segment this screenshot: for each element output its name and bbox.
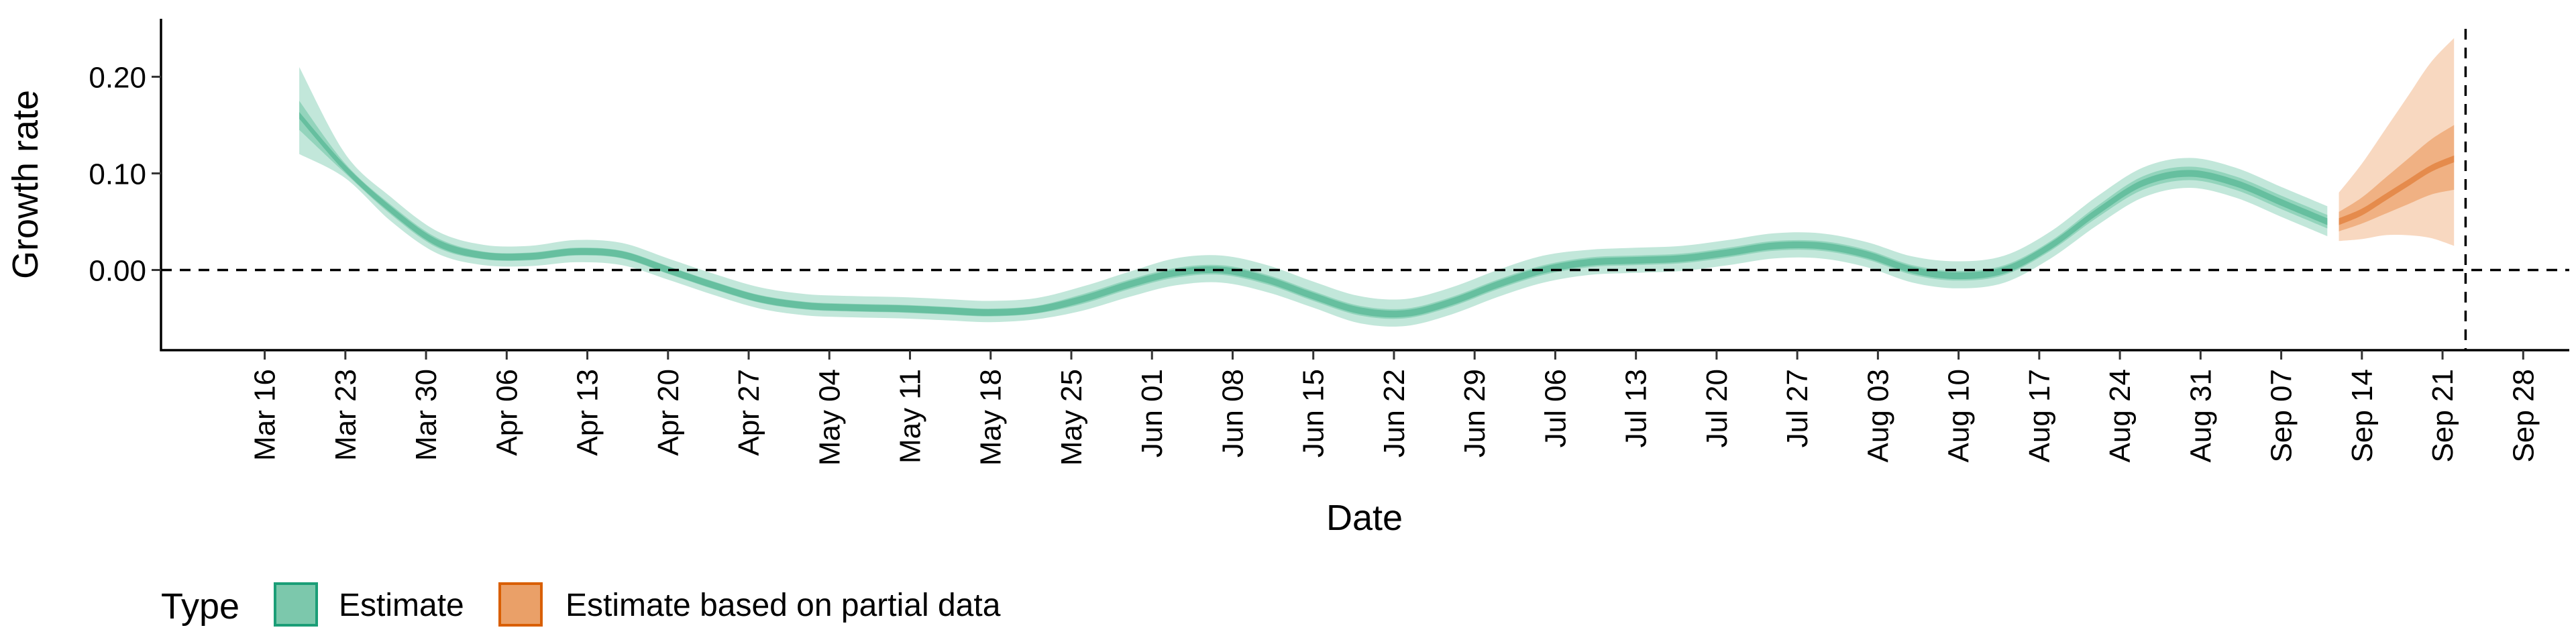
x-tick-label: Jul 20 <box>1701 369 1733 447</box>
x-tick-label: Mar 16 <box>249 369 282 461</box>
series-partial <box>2339 38 2455 246</box>
legend-key-estimate <box>274 582 318 627</box>
axes: 0.00 0.10 0.20 Mar 16 Mar 23 Mar 30 Apr 06 Apr … <box>89 19 2569 466</box>
legend-key-partial <box>498 582 543 627</box>
legend-label-estimate: Estimate <box>339 588 464 623</box>
legend-title: Type <box>161 586 239 627</box>
x-tick-label: Apr 13 <box>572 369 604 456</box>
x-tick-label: Jun 22 <box>1378 369 1411 458</box>
x-tick-label: Sep 07 <box>2265 369 2298 462</box>
x-tick-label: Sep 21 <box>2426 369 2459 462</box>
x-tick-label: Apr 27 <box>733 369 765 456</box>
x-tick-label: Jun 08 <box>1217 369 1250 458</box>
x-tick-label: Jul 13 <box>1620 369 1653 447</box>
x-tick-label: Jul 27 <box>1781 369 1814 447</box>
x-tick-label: Sep 14 <box>2346 369 2379 462</box>
y-tick-label: 0.10 <box>89 158 146 191</box>
x-tick-label: Mar 23 <box>329 369 362 461</box>
x-tick-label: Jun 15 <box>1297 369 1330 458</box>
y-tick-label: 0.00 <box>89 254 146 287</box>
x-tick-label: Aug 31 <box>2184 369 2217 462</box>
x-axis-title: Date <box>1326 498 1403 538</box>
y-tick-label: 0.20 <box>89 61 146 94</box>
band-median-partial <box>2339 155 2455 225</box>
x-tick-label: Sep 28 <box>2507 369 2540 462</box>
x-tick-label: Jun 29 <box>1458 369 1491 458</box>
x-tick-label: Jun 01 <box>1136 369 1169 458</box>
legend: Type Estimate Estimate based on partial … <box>161 582 1001 627</box>
x-tick-label: Aug 03 <box>1862 369 1894 462</box>
x-tick-label: Aug 10 <box>1943 369 1976 462</box>
x-tick-label: Apr 20 <box>652 369 685 456</box>
series-estimate <box>299 67 2328 327</box>
x-tick-label: Mar 30 <box>410 369 443 461</box>
x-tick-label: Aug 24 <box>2104 369 2137 462</box>
y-axis-title: Growth rate <box>5 90 46 279</box>
x-tick-label: May 04 <box>813 369 846 466</box>
legend-label-partial: Estimate based on partial data <box>566 588 1001 623</box>
x-tick-label: Aug 17 <box>2023 369 2056 462</box>
x-tick-label: Apr 06 <box>490 369 523 456</box>
band-50-partial <box>2339 125 2455 231</box>
plot-area <box>161 29 2569 350</box>
x-tick-label: May 11 <box>894 369 927 464</box>
band-90-estimate <box>299 67 2328 327</box>
x-tick-label: May 18 <box>975 369 1008 466</box>
x-tick-label: May 25 <box>1055 369 1088 466</box>
x-tick-label: Jul 06 <box>1539 369 1572 447</box>
